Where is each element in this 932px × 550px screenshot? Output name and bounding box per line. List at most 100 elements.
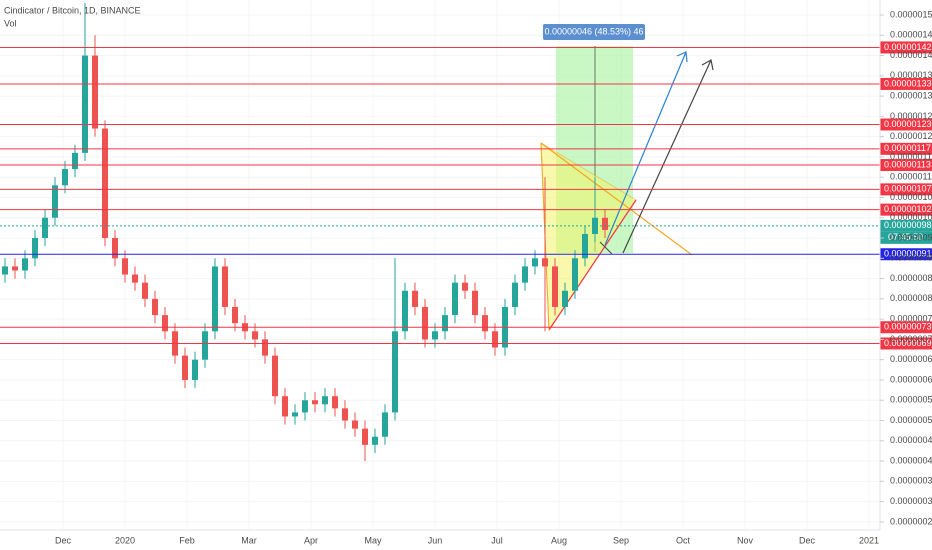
level-label: 0.00000073: [884, 322, 932, 332]
candle-body: [572, 258, 578, 291]
candle-body: [602, 217, 608, 230]
chart-title: Cindicator / Bitcoin, 1D, BINANCE: [4, 5, 141, 15]
candle-body: [142, 282, 148, 299]
candle-body: [482, 315, 488, 332]
candle-body: [22, 258, 28, 271]
candle-body: [192, 359, 198, 380]
x-tick-label: Dec: [55, 535, 72, 545]
y-tick-label: 0.00000045: [890, 435, 932, 445]
level-label-box: [880, 77, 932, 90]
level-label: 0.00000117: [884, 143, 931, 153]
candle-body: [152, 298, 158, 316]
candle-body: [462, 282, 468, 291]
y-tick-label: 0.00000095: [890, 232, 932, 242]
level-label: 0.00000091: [884, 249, 932, 259]
candle-body: [352, 420, 358, 429]
candle-body: [272, 355, 278, 397]
candle-body: [72, 152, 78, 170]
countdown: 07:45:50: [888, 232, 923, 242]
candle-body: [132, 274, 138, 283]
candle-body: [2, 266, 8, 275]
x-tick-label: Feb: [179, 535, 195, 545]
candle-body: [252, 331, 258, 340]
x-tick-label: Oct: [676, 535, 691, 545]
candle-body: [42, 217, 48, 239]
y-tick-label: 0.00000085: [890, 273, 932, 283]
x-tick-label: Jul: [491, 535, 503, 545]
candle-body: [532, 258, 538, 267]
candle-body: [342, 408, 348, 421]
x-tick-label: Aug: [551, 535, 567, 545]
candle-body: [12, 266, 18, 271]
candle-body: [92, 55, 98, 129]
level-label-box: [880, 41, 932, 54]
candle-body: [232, 306, 238, 324]
candle-body: [382, 412, 388, 437]
levels: 0.00000142 0.00000133 0.00000123 0.00000117…: [0, 41, 932, 350]
level-label-box: [880, 118, 932, 131]
candle-body: [582, 233, 588, 259]
x-tick-label: May: [364, 535, 382, 545]
level-label-box: [880, 337, 932, 350]
level-label: 0.00000098: [884, 220, 932, 230]
level-label: 0.00000142: [884, 42, 932, 52]
candle-body: [332, 396, 338, 409]
level-label: 0.00000123: [884, 119, 932, 129]
candle-body: [292, 412, 298, 417]
candle-body: [62, 169, 68, 186]
y-tick-label: 0.00000150: [890, 9, 932, 19]
candle-body: [302, 400, 308, 413]
candle-body: [422, 306, 428, 340]
candle-body: [562, 290, 568, 307]
candle-body: [32, 238, 38, 259]
y-tick-label: 0.00000125: [890, 111, 932, 121]
candle-body: [322, 396, 328, 405]
candle-body: [182, 355, 188, 380]
x-tick-label: Sep: [613, 535, 629, 545]
candle-body: [82, 55, 88, 153]
arrow: [599, 241, 613, 255]
candle-body: [262, 339, 268, 356]
candle-body: [402, 290, 408, 332]
candle-body: [412, 290, 418, 307]
level-label-box: [880, 203, 932, 216]
candle-body: [472, 290, 478, 316]
x-tick-label: Mar: [241, 535, 257, 545]
y-tick-label: 0.00000055: [890, 395, 932, 405]
y-tick-label: 0.00000145: [890, 30, 932, 40]
level-label-box: [880, 183, 932, 196]
countdown-box: [880, 231, 932, 244]
level-label: 0.00000113: [884, 159, 931, 169]
level-label-box: [880, 321, 932, 334]
level-label-box: [880, 248, 932, 261]
candle-body: [372, 436, 378, 445]
level-label: 0.00000107: [884, 184, 932, 194]
candle-body: [212, 266, 218, 332]
level-label: 0.00000102: [884, 204, 932, 214]
x-tick-label: Apr: [304, 535, 318, 545]
candle-body: [542, 258, 548, 267]
candle-body: [452, 282, 458, 316]
x-tick-label: Dec: [799, 535, 816, 545]
candle-body: [362, 428, 368, 445]
y-tick-label: 0.00000065: [890, 354, 932, 364]
candle-body: [52, 185, 58, 218]
measure-label: 0.00000046 (48.53%) 46: [544, 26, 643, 36]
candle-body: [522, 266, 528, 283]
volume-label: Vol: [4, 18, 17, 28]
x-tick-label: 2021: [859, 535, 879, 545]
candle-body: [312, 400, 318, 405]
candle-body: [282, 396, 288, 417]
